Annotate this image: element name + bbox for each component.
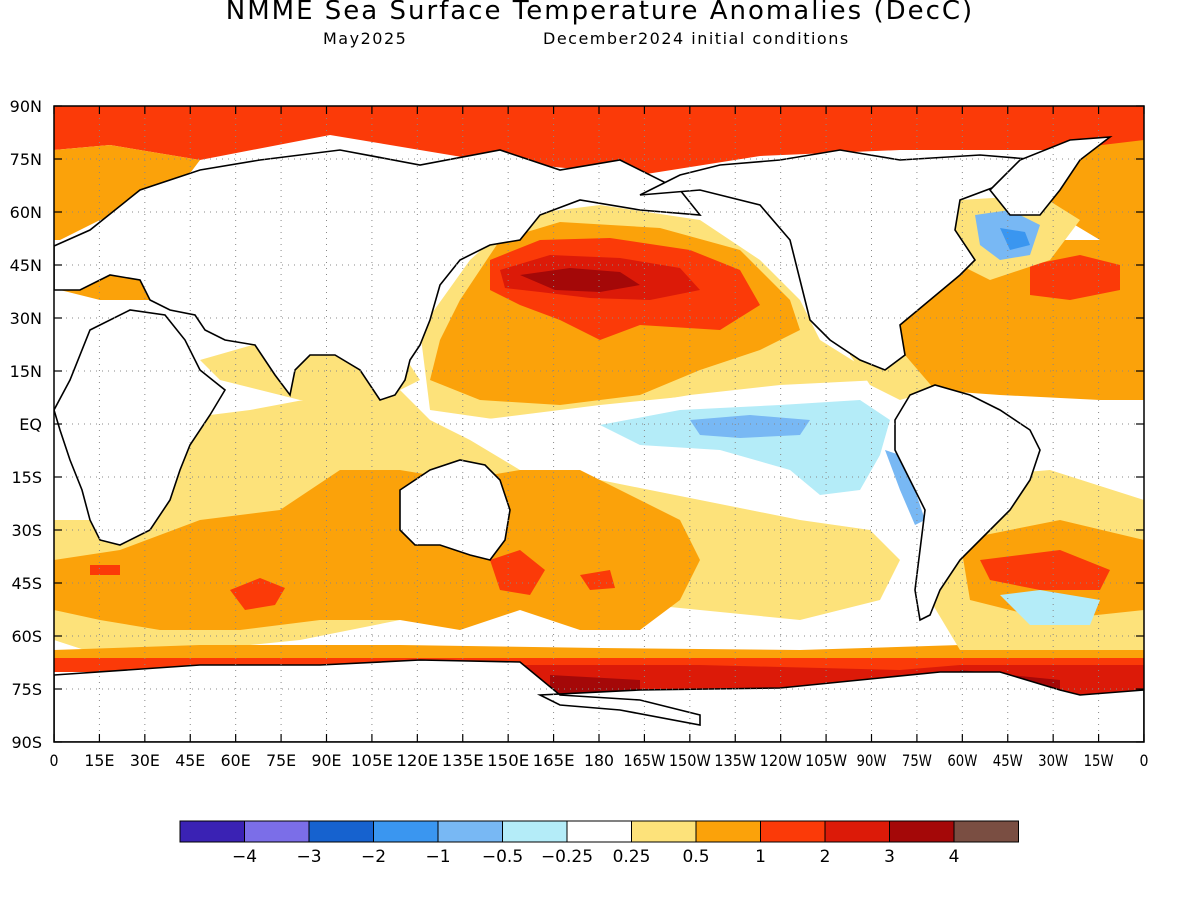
land-africa [54,309,227,546]
anomaly-region [490,550,545,595]
anomaly-region [1050,140,1144,270]
lon-label: 90W [857,751,887,770]
land-eurasia [54,149,702,401]
land-australia [399,459,511,561]
lon-label: 0 [50,751,59,770]
lon-label: 165W [623,751,665,770]
colorbar-swatch [889,820,955,843]
colorbar-label: −1 [425,847,450,867]
colorbar-label: −3 [296,847,321,867]
land-south-america [894,384,1041,622]
colorbar-label: 2 [820,847,831,867]
colorbar-swatch [502,820,568,843]
anomaly-region [550,675,640,695]
anomaly-region [690,415,810,438]
lat-label: 60S [11,627,42,646]
lon-label: 135W [714,751,756,770]
colorbar-label: 3 [884,847,895,867]
lon-label: 15E [84,751,114,770]
lat-label: 90S [11,733,42,752]
colorbar-swatch [824,820,890,843]
latitude-ticks: 90N 75N 60N 45N 30N 15N EQ 15S 30S 45S 60S 75S 90S [10,97,1144,752]
colorbar-label: −4 [232,847,257,867]
lon-label: 150W [669,751,711,770]
lon-label: 60E [221,751,251,770]
anomaly-region [1000,590,1100,625]
anomaly-region [54,106,1144,175]
lon-label: 120E [396,751,438,770]
lon-label: 135E [442,751,484,770]
map-title: NMME Sea Surface Temperature Anomalies (… [225,0,975,26]
anomaly-region [520,268,640,292]
initial-conditions: December2024 initial conditions [543,29,850,48]
longitude-ticks: 0 15E 30E 45E 60E 75E 90E 105E 120E 135E 150E 165E 1… [50,106,1149,770]
lon-label: 60W [947,751,977,770]
colorbar-label: 0.25 [613,847,651,867]
lon-label: 45E [175,751,205,770]
anomaly-region [580,570,615,590]
lon-label: 30E [130,751,160,770]
lon-label: 0 [1140,751,1149,770]
lat-label: 60N [10,203,42,222]
colorbar-label: 4 [949,847,960,867]
anomaly-region [850,355,935,400]
lat-label: 75N [10,150,42,169]
lat-label: 15S [11,468,42,487]
lon-label: 105E [351,751,393,770]
lon-label: 75W [902,751,932,770]
lon-label: 75E [266,751,296,770]
lon-label: 165E [533,751,575,770]
colorbar-swatch [566,820,632,843]
lat-label: EQ [19,415,42,434]
anomaly-region [980,550,1110,590]
lon-label: 105W [805,751,847,770]
colorbar-label: 0.5 [682,847,709,867]
lon-label: 90E [312,751,342,770]
land-antarctica [54,659,1144,742]
lat-label: 45N [10,256,42,275]
anomaly-region [885,450,925,525]
colorbar-swatch [179,820,245,843]
colorbar-label: −0.25 [541,847,593,867]
colorbar-swatch [631,820,697,843]
colorbar-swatch [760,820,826,843]
colorbar-label: −0.5 [482,847,523,867]
land-greenland [988,136,1113,216]
lon-label: 30W [1038,751,1068,770]
land-north-america [639,149,1062,371]
lon-label: 45W [993,751,1023,770]
forecast-month: May2025 [323,29,408,48]
lat-label: 30S [11,521,42,540]
anomaly-region [230,578,285,610]
colorbar: −4 −3 −2 −1 −0.5 −0.25 0.25 0.5 1 2 3 4 [179,820,1019,867]
graticule [54,106,1144,742]
anomaly-region [54,145,200,240]
colorbar-label: −2 [361,847,386,867]
lon-label: 150E [487,751,529,770]
lat-label: 75S [11,680,42,699]
lat-label: 30N [10,309,42,328]
colorbar-swatch [437,820,503,843]
land-masses [54,136,1144,742]
plot-area [54,106,1144,742]
lat-label: 15N [10,362,42,381]
colorbar-swatch [953,820,1019,843]
lat-label: 45S [11,574,42,593]
colorbar-label: 1 [755,847,766,867]
anomaly-region [54,470,700,630]
anomaly-region [1030,255,1120,300]
lat-label: 90N [10,97,42,116]
lon-label: 15W [1084,751,1114,770]
lon-label: 180 [584,751,614,770]
colorbar-swatch [244,820,310,843]
lon-label: 120W [760,751,802,770]
anomaly-region [90,565,120,575]
colorbar-swatch [373,820,439,843]
colorbar-swatch [695,820,761,843]
colorbar-swatch [308,820,374,843]
